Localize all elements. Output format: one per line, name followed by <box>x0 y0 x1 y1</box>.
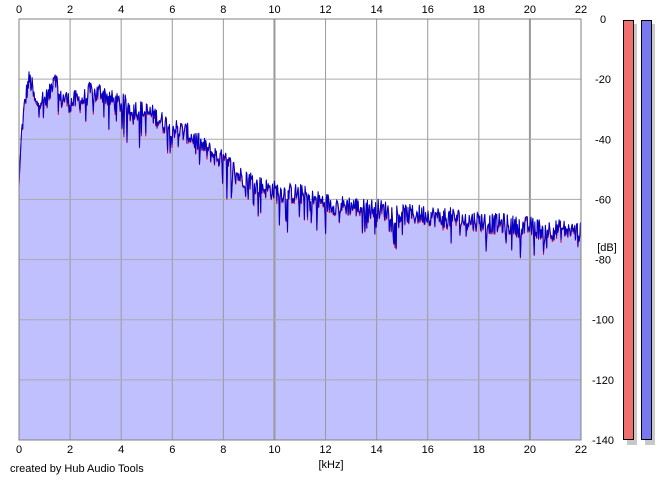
x-tick-label-bottom: 2 <box>67 444 73 456</box>
y-tick-label: -140 <box>592 435 614 447</box>
x-tick-label-bottom: 0 <box>16 444 22 456</box>
x-tick-label-bottom: 10 <box>268 444 280 456</box>
spectrum-area <box>19 71 581 441</box>
x-axis-label: [kHz] <box>318 459 343 471</box>
x-tick-label-top: 14 <box>371 4 383 16</box>
x-tick-label-top: 22 <box>575 4 587 16</box>
x-tick-label-bottom: 12 <box>319 444 331 456</box>
x-tick-label-top: 20 <box>524 4 536 16</box>
x-tick-label-bottom: 6 <box>169 444 175 456</box>
spectrum-line-right-channel <box>18 71 582 258</box>
x-tick-label-bottom: 8 <box>220 444 226 456</box>
x-tick-label-top: 16 <box>422 4 434 16</box>
y-tick-label: -120 <box>592 375 614 387</box>
x-tick-label-top: 2 <box>67 4 73 16</box>
y-tick-label: -80 <box>595 255 611 267</box>
y-tick-label: 0 <box>600 14 606 26</box>
plot-frame <box>18 18 582 441</box>
y-tick-label: -60 <box>595 194 611 206</box>
x-tick-label-bottom: 20 <box>524 444 536 456</box>
x-tick-label-bottom: 16 <box>422 444 434 456</box>
x-tick-label-bottom: 18 <box>473 444 485 456</box>
plot-frame-layer <box>18 18 582 441</box>
left-channel-level-meter <box>623 20 634 440</box>
credit-text: created by Hub Audio Tools <box>10 463 144 475</box>
x-tick-label-bottom: 4 <box>118 444 124 456</box>
y-tick-label: -40 <box>595 134 611 146</box>
x-tick-label-top: 18 <box>473 4 485 16</box>
y-tick-label: -100 <box>592 315 614 327</box>
tick-label-layer: 002244668810101212141416161818202022220-… <box>16 4 614 456</box>
x-tick-label-top: 12 <box>319 4 331 16</box>
y-tick-label: -20 <box>595 74 611 86</box>
x-tick-label-top: 0 <box>16 4 22 16</box>
y-axis-label: [dB] <box>597 242 617 254</box>
x-tick-label-top: 10 <box>268 4 280 16</box>
x-tick-label-top: 4 <box>118 4 124 16</box>
spectrum-fill-layer <box>19 71 581 441</box>
x-tick-label-top: 8 <box>220 4 226 16</box>
spectrum-line-layer <box>18 71 582 259</box>
x-tick-label-top: 6 <box>169 4 175 16</box>
x-tick-label-bottom: 22 <box>575 444 587 456</box>
right-channel-level-meter <box>641 20 652 440</box>
x-tick-label-bottom: 14 <box>371 444 383 456</box>
